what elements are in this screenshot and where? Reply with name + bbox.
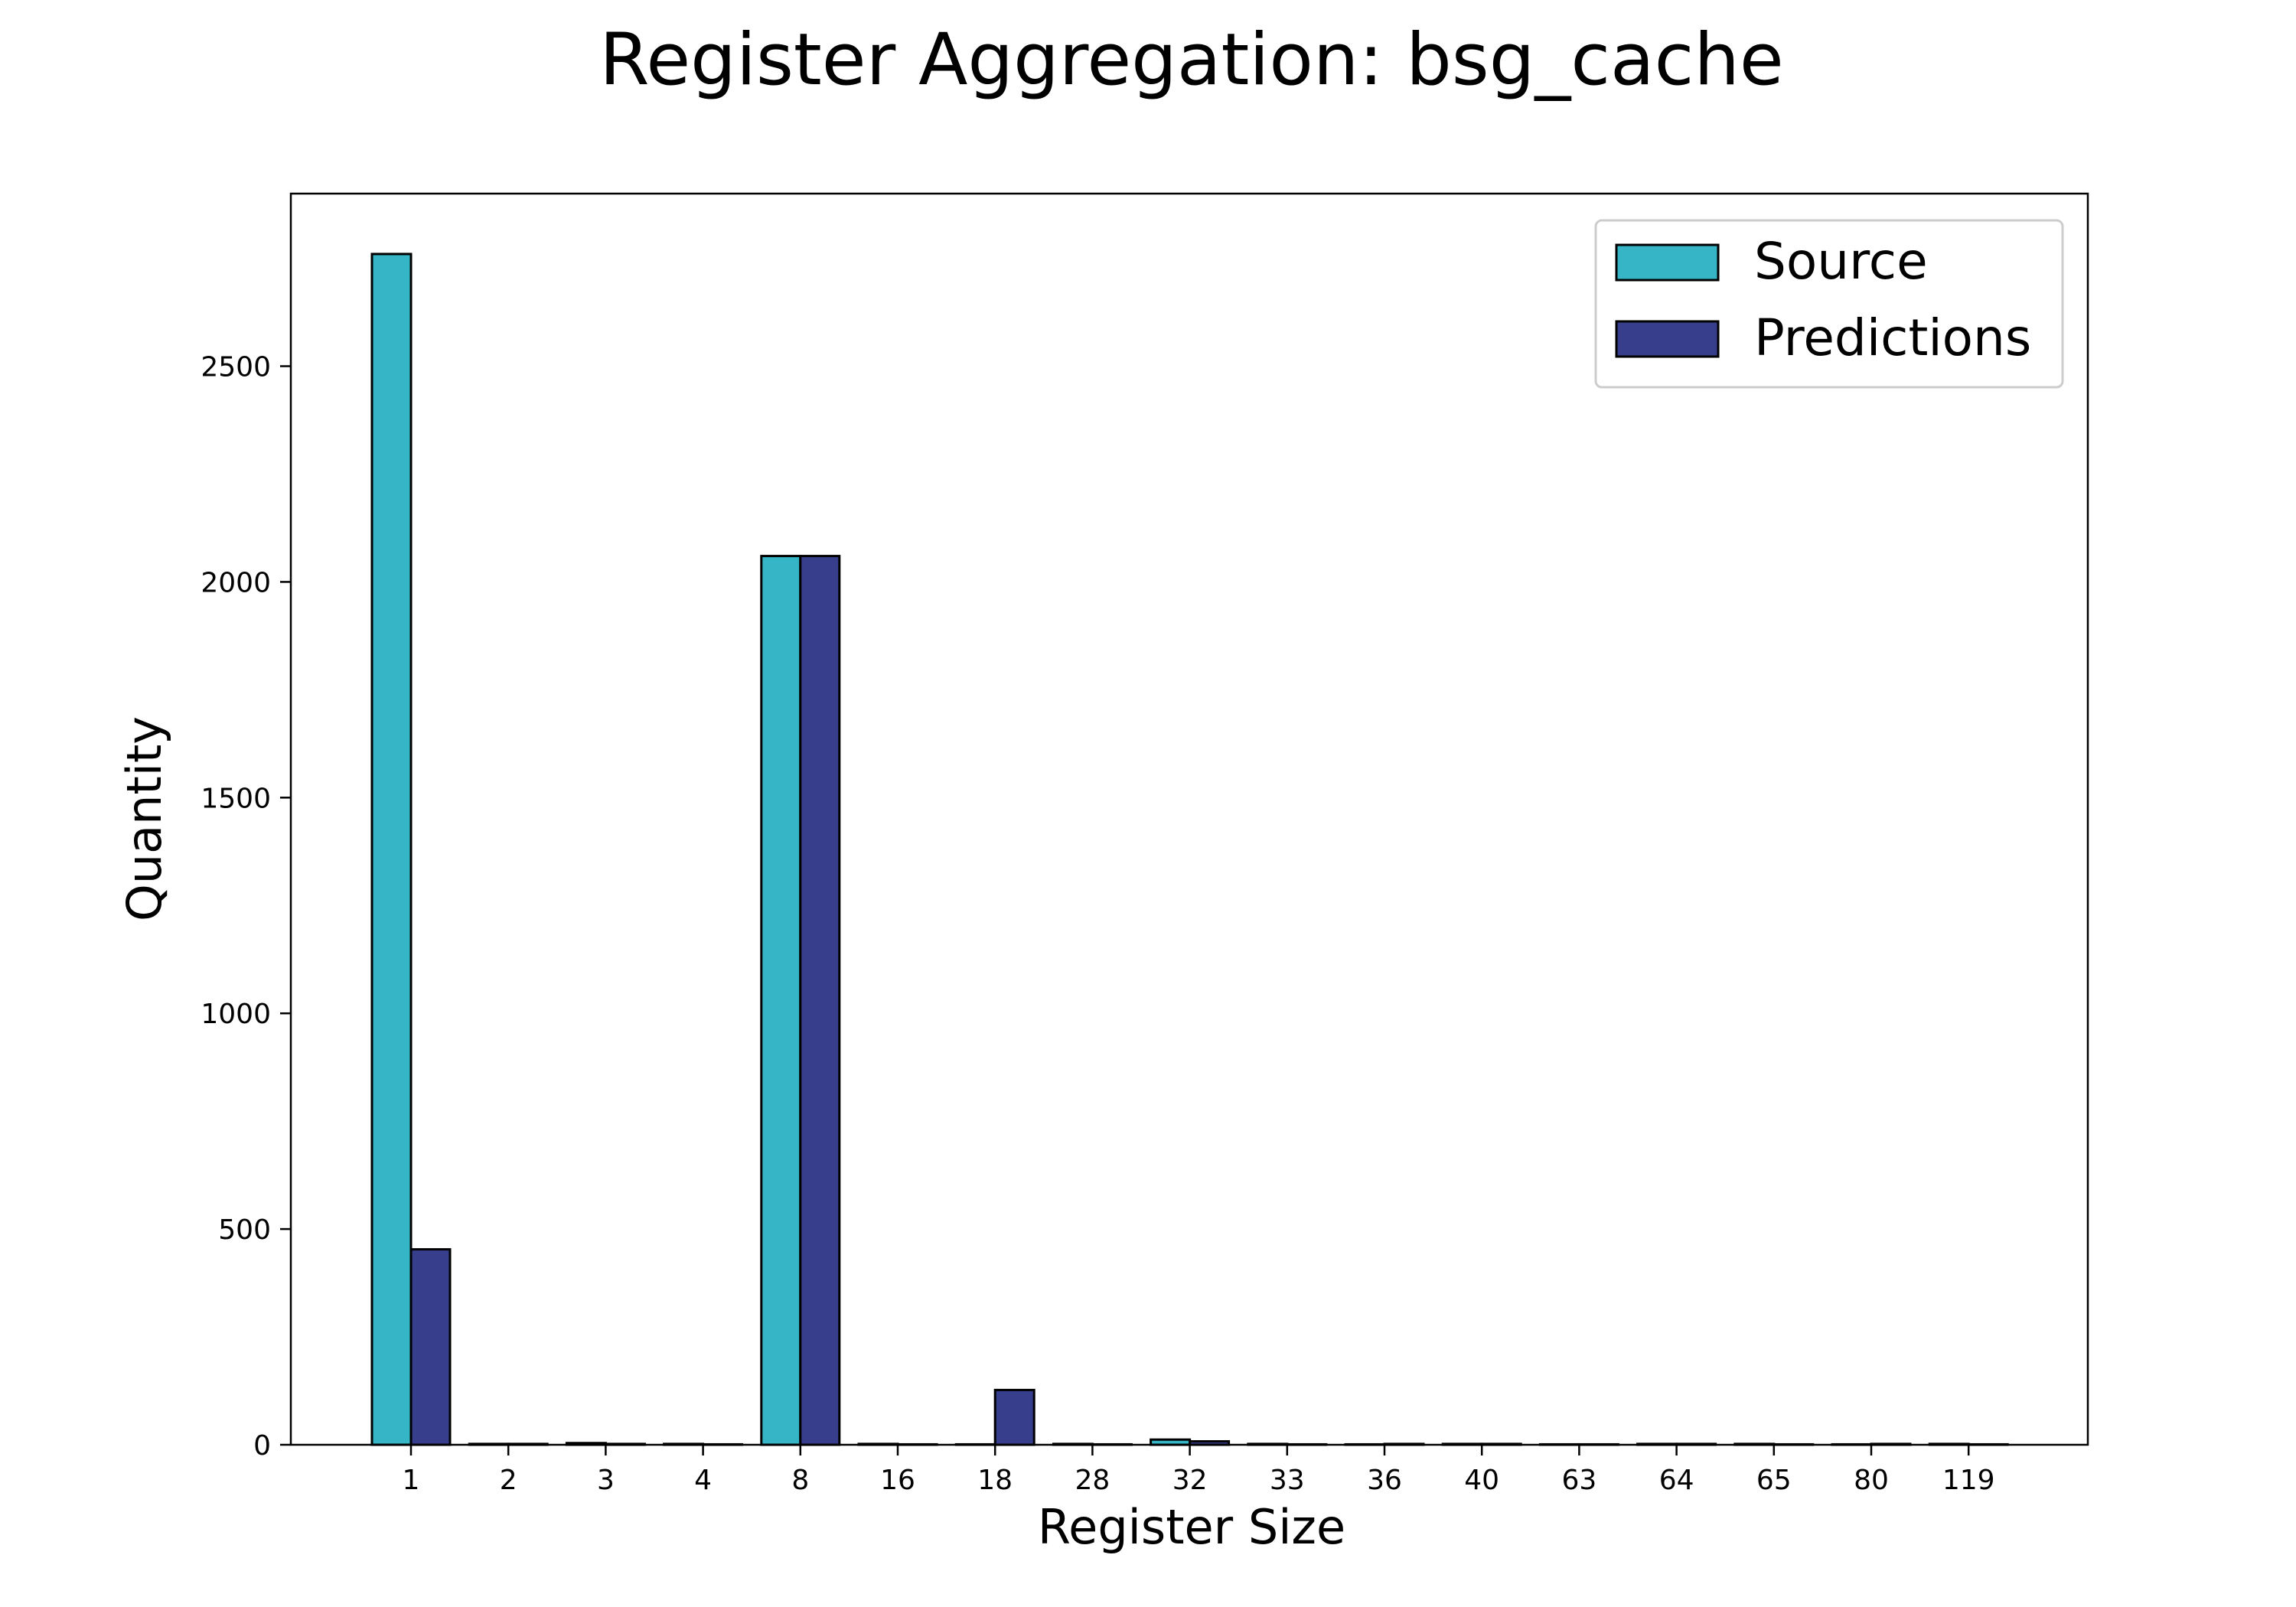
x-tick-label: 3: [597, 1465, 615, 1496]
bar-source-40: [1441, 1442, 1483, 1446]
bar-predictions-8: [799, 555, 841, 1446]
bar-source-8: [760, 555, 802, 1446]
legend-label-source: Source: [1754, 232, 1928, 291]
bar-predictions-64: [1675, 1442, 1717, 1446]
x-tick-label: 36: [1367, 1465, 1402, 1496]
bar-source-33: [1247, 1442, 1289, 1446]
y-axis-title: Quantity: [116, 716, 172, 921]
bar-predictions-18: [993, 1388, 1035, 1446]
bar-predictions-40: [1480, 1442, 1522, 1446]
x-tick-label: 4: [694, 1465, 712, 1496]
bar-predictions-33: [1286, 1442, 1328, 1446]
bar-source-36: [1344, 1442, 1386, 1446]
y-tick-label: 1000: [201, 999, 271, 1030]
x-axis: 1 2 3 4 8 16 18 28 32 33 36 40 63 64 65 80 119: [403, 1445, 1995, 1496]
bar-predictions-1: [409, 1248, 452, 1446]
x-tick-label: 18: [977, 1465, 1013, 1496]
legend-label-predictions: Predictions: [1754, 308, 2031, 367]
y-tick-label: 1500: [201, 783, 271, 814]
bar-predictions-63: [1577, 1442, 1619, 1446]
bar-source-80: [1831, 1442, 1873, 1446]
x-tick-label: 33: [1270, 1465, 1305, 1496]
bar-predictions-65: [1773, 1442, 1815, 1446]
y-tick-label: 0: [253, 1430, 271, 1462]
bar-source-4: [663, 1442, 705, 1446]
bar-source-18: [954, 1442, 996, 1446]
bar-source-3: [565, 1442, 607, 1446]
bar-predictions-80: [1870, 1442, 1912, 1446]
bar-source-119: [1928, 1442, 1970, 1446]
x-tick-label: 8: [791, 1465, 809, 1496]
legend-swatch-source: [1615, 243, 1720, 282]
x-tick-label: 63: [1561, 1465, 1596, 1496]
bar-predictions-32: [1189, 1439, 1231, 1446]
bar-source-2: [468, 1442, 510, 1446]
bars-group: [370, 253, 2009, 1446]
bar-predictions-119: [1967, 1442, 2009, 1446]
bar-source-63: [1538, 1442, 1580, 1446]
x-tick-label: 80: [1854, 1465, 1889, 1496]
legend: Source Predictions: [1594, 219, 2064, 389]
bar-predictions-36: [1383, 1442, 1425, 1446]
bar-predictions-16: [896, 1442, 938, 1446]
x-tick-label: 119: [1942, 1465, 1995, 1496]
x-tick-label: 32: [1172, 1465, 1208, 1496]
y-tick-label: 2500: [201, 352, 271, 383]
bar-predictions-3: [604, 1442, 646, 1446]
bar-source-1: [370, 253, 413, 1446]
x-tick-label: 64: [1659, 1465, 1694, 1496]
x-tick-label: 16: [880, 1465, 915, 1496]
y-tick-label: 2000: [201, 567, 271, 598]
x-axis-title: Register Size: [1038, 1499, 1345, 1555]
bar-source-65: [1733, 1442, 1776, 1446]
x-tick-label: 2: [500, 1465, 517, 1496]
bar-source-64: [1636, 1442, 1678, 1446]
bar-predictions-4: [702, 1442, 744, 1446]
legend-swatch-predictions: [1615, 320, 1720, 358]
x-tick-label: 28: [1075, 1465, 1110, 1496]
bar-source-32: [1150, 1438, 1192, 1446]
y-tick-label: 500: [218, 1214, 271, 1246]
chart-title: Register Aggregation: bsg_cache: [599, 18, 1784, 102]
y-axis: 0 500 1000 1500 2000 2500: [201, 352, 291, 1462]
bar-predictions-28: [1091, 1442, 1133, 1446]
bar-source-28: [1052, 1442, 1094, 1446]
x-tick-label: 65: [1756, 1465, 1792, 1496]
bar-predictions-2: [507, 1442, 549, 1446]
x-tick-label: 1: [403, 1465, 420, 1496]
bar-source-16: [857, 1442, 899, 1446]
x-tick-label: 40: [1464, 1465, 1499, 1496]
